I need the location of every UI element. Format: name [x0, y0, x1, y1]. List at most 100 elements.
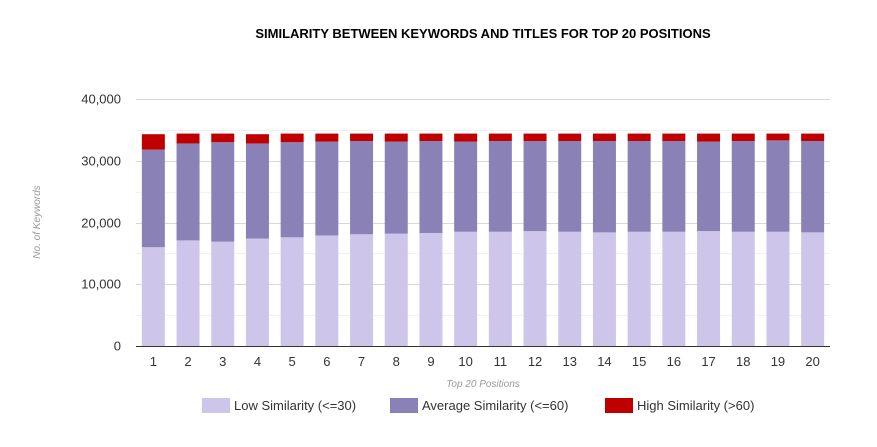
bar-segment-high-14: [592, 133, 616, 141]
bar-segment-low-7: [350, 234, 374, 346]
bar-segment-high-19: [766, 133, 790, 141]
bar-segment-average-3: [211, 142, 235, 242]
bar-segment-high-8: [384, 133, 408, 142]
x-tick-label: 13: [563, 354, 577, 369]
legend-swatch: [605, 398, 633, 413]
bar-segment-high-10: [454, 133, 478, 142]
bar-segment-average-4: [245, 143, 269, 239]
bar-segment-high-15: [627, 133, 651, 141]
bar-segment-average-16: [662, 140, 686, 232]
bar-segment-high-2: [176, 133, 200, 144]
bar-segment-high-11: [488, 133, 512, 141]
gridlines: [136, 99, 830, 316]
bar-segment-average-7: [350, 140, 374, 235]
bar-segment-low-13: [558, 231, 582, 346]
bar-segment-high-6: [315, 133, 339, 142]
x-tick-label: 6: [323, 354, 330, 369]
bar-segment-average-12: [523, 140, 547, 232]
y-tick-label: 30,000: [81, 154, 121, 169]
bar-segment-average-13: [558, 140, 582, 232]
bar-segment-low-6: [315, 235, 339, 346]
bar-segment-low-14: [592, 232, 616, 346]
bar-segment-high-9: [419, 133, 443, 141]
bar-segment-high-4: [245, 134, 269, 144]
bar-segment-low-1: [141, 247, 165, 346]
bar-segment-average-14: [592, 140, 616, 233]
x-tick-label: 14: [597, 354, 611, 369]
bar-segment-low-18: [731, 231, 755, 346]
bar-segment-high-7: [350, 133, 374, 141]
bar-segment-low-9: [419, 232, 443, 346]
bar-segment-average-1: [141, 149, 165, 248]
bar-segment-average-10: [454, 141, 478, 232]
bar-segment-high-13: [558, 133, 582, 141]
legend-swatch: [202, 398, 230, 413]
x-tick-label: 2: [184, 354, 191, 369]
bar-segment-high-20: [801, 133, 825, 141]
bar-segment-high-12: [523, 133, 547, 141]
x-tick-label: 16: [667, 354, 681, 369]
y-tick-label: 40,000: [81, 92, 121, 107]
bar-segment-low-8: [384, 233, 408, 346]
x-tick-label: 11: [494, 354, 508, 369]
x-tick-label: 4: [254, 354, 261, 369]
bar-segment-low-20: [801, 232, 825, 346]
x-tick-label: 15: [632, 354, 646, 369]
y-tick-label: 10,000: [81, 277, 121, 292]
x-tick-label: 10: [458, 354, 472, 369]
bar-segment-low-10: [454, 231, 478, 346]
bar-segment-low-16: [662, 231, 686, 346]
bar-segment-average-20: [801, 140, 825, 233]
bar-segment-average-18: [731, 140, 755, 232]
bar-segment-high-5: [280, 133, 304, 143]
x-tick-label: 8: [393, 354, 400, 369]
x-axis-title: Top 20 Positions: [446, 379, 520, 390]
bar-segment-average-8: [384, 141, 408, 234]
bar-segment-average-9: [419, 140, 443, 233]
x-tick-label: 19: [771, 354, 785, 369]
bar-segment-low-12: [523, 231, 547, 346]
bar-segment-low-5: [280, 237, 304, 346]
bar-segment-average-15: [627, 140, 651, 232]
x-tick-label: 5: [289, 354, 296, 369]
x-tick-label: 9: [427, 354, 434, 369]
bar-segment-high-18: [731, 133, 755, 141]
legend: Low Similarity (<=30) Average Similarity …: [202, 398, 754, 413]
x-tick-label: 7: [358, 354, 365, 369]
x-tick-label: 3: [219, 354, 226, 369]
y-tick-label: 0: [114, 339, 121, 354]
legend-swatch: [390, 398, 418, 413]
bar-segment-average-17: [697, 141, 721, 232]
bar-segment-high-17: [697, 133, 721, 142]
bar-segment-low-15: [627, 231, 651, 346]
bar-segment-average-19: [766, 140, 790, 232]
bar-segment-average-6: [315, 141, 339, 236]
bar-segment-average-5: [280, 142, 304, 238]
chart-title: SIMILARITY BETWEEN KEYWORDS AND TITLES F…: [255, 26, 711, 41]
bar-segment-low-2: [176, 240, 200, 346]
y-tick-label: 20,000: [81, 216, 121, 231]
bar-segment-average-11: [488, 140, 512, 232]
bar-segment-low-4: [245, 238, 269, 346]
bar-segment-high-16: [662, 133, 686, 141]
legend-label: Low Similarity (<=30): [234, 398, 356, 413]
x-tick-label: 17: [701, 354, 715, 369]
x-tick-label: 1: [150, 354, 157, 369]
bar-segment-low-17: [697, 231, 721, 346]
bar-segment-low-3: [211, 241, 235, 346]
bars: [141, 133, 825, 346]
bar-segment-low-19: [766, 231, 790, 346]
bar-segment-low-11: [488, 231, 512, 346]
x-tick-label: 18: [736, 354, 750, 369]
bar-segment-high-3: [211, 133, 235, 143]
legend-label: High Similarity (>60): [637, 398, 754, 413]
bar-segment-average-2: [176, 143, 200, 241]
x-tick-label: 12: [528, 354, 542, 369]
y-axis-title: No. of Keywords: [32, 185, 43, 258]
x-tick-label: 20: [805, 354, 819, 369]
bar-segment-high-1: [141, 134, 165, 150]
legend-label: Average Similarity (<=60): [422, 398, 568, 413]
